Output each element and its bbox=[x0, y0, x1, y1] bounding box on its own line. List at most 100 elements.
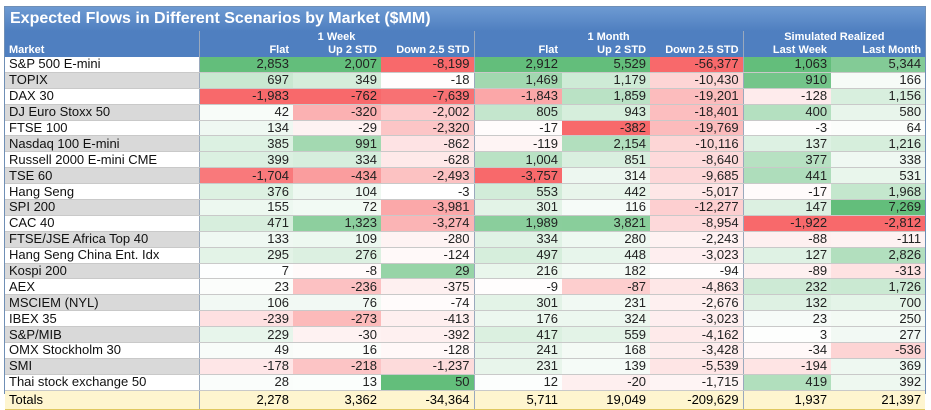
value-cell: -1,922 bbox=[742, 215, 832, 232]
value-cell: 376 bbox=[198, 183, 293, 201]
market-name: FTSE 100 bbox=[5, 120, 199, 137]
value-cell: 276 bbox=[293, 247, 381, 264]
table-row: CAC 40 471 1,323 -3,274 1,989 3,821 -8,954 -1,9… bbox=[5, 215, 926, 232]
value-cell: -9,685 bbox=[650, 167, 744, 185]
value-cell: -9 bbox=[473, 278, 563, 296]
column-header-row: Market Flat Up 2 STD Down 2.5 STD Flat Up 2 S… bbox=[5, 44, 926, 57]
market-name: Nasdaq 100 E-mini bbox=[5, 135, 199, 153]
value-cell: 334 bbox=[293, 151, 381, 169]
value-cell: 134 bbox=[198, 120, 293, 137]
column-header: Down 2.5 STD bbox=[381, 44, 475, 57]
market-name: Thai stock exchange 50 bbox=[5, 374, 199, 391]
value-cell: 697 bbox=[198, 72, 293, 89]
table-row: SMI -178 -218 -1,237 231 139 -5,539 -194 369 bbox=[5, 358, 926, 375]
value-cell: -5,539 bbox=[650, 358, 744, 375]
value-cell: 369 bbox=[831, 358, 926, 375]
value-cell: -2,243 bbox=[650, 231, 744, 248]
value-cell: 851 bbox=[562, 151, 651, 169]
value-cell: 5,529 bbox=[562, 57, 651, 73]
value-cell: -239 bbox=[198, 310, 293, 328]
value-cell: 1,004 bbox=[473, 151, 563, 169]
market-name: AEX bbox=[5, 278, 199, 296]
value-cell: -3,274 bbox=[381, 215, 475, 232]
flows-table: 1 Week 1 Month Simulated Realized Market… bbox=[5, 31, 926, 410]
value-cell: -3 bbox=[742, 120, 832, 137]
value-cell: 805 bbox=[473, 104, 563, 121]
value-cell: -194 bbox=[742, 358, 832, 375]
value-cell: 241 bbox=[473, 342, 563, 359]
value-cell: -2,493 bbox=[381, 167, 475, 185]
value-cell: 448 bbox=[562, 247, 651, 264]
table-row: Hang Seng China Ent. Idx 295 276 -124 497 448… bbox=[5, 247, 926, 264]
value-cell: 991 bbox=[293, 135, 381, 153]
value-cell: 553 bbox=[473, 183, 563, 201]
value-cell: -392 bbox=[381, 326, 475, 344]
value-cell: -8,640 bbox=[650, 151, 744, 169]
value-cell: -56,377 bbox=[650, 57, 744, 73]
value-cell: 2,154 bbox=[562, 135, 651, 153]
table-row: Kospi 200 7 -8 29 216 182 -94 -89 -313 bbox=[5, 263, 926, 280]
value-cell: 1,179 bbox=[562, 72, 651, 89]
value-cell: 442 bbox=[562, 183, 651, 201]
market-name: Kospi 200 bbox=[5, 263, 199, 280]
market-name: SPI 200 bbox=[5, 199, 199, 216]
value-cell: 49 bbox=[198, 342, 293, 359]
value-cell: 2,826 bbox=[831, 247, 926, 264]
value-cell: -124 bbox=[381, 247, 475, 264]
value-cell: 280 bbox=[562, 231, 651, 248]
value-cell: 559 bbox=[562, 326, 651, 344]
value-cell: 301 bbox=[473, 199, 563, 216]
market-name: MSCIEM (NYL) bbox=[5, 294, 199, 312]
value-cell: 109 bbox=[293, 231, 381, 248]
market-name: TOPIX bbox=[5, 72, 199, 89]
value-cell: -87 bbox=[562, 278, 651, 296]
value-cell: -236 bbox=[293, 278, 381, 296]
value-cell: 23 bbox=[198, 278, 293, 296]
value-cell: -10,430 bbox=[650, 72, 744, 89]
value-cell: 232 bbox=[742, 278, 832, 296]
table-row: AEX 23 -236 -375 -9 -87 -4,863 232 1,726 bbox=[5, 278, 926, 296]
value-cell: -1,715 bbox=[650, 374, 744, 391]
value-cell: 72 bbox=[293, 199, 381, 216]
value-cell: 166 bbox=[831, 72, 926, 89]
value-cell: 3 bbox=[742, 326, 832, 344]
value-cell: 3,821 bbox=[562, 215, 651, 232]
value-cell: 127 bbox=[742, 247, 832, 264]
value-cell: 250 bbox=[831, 310, 926, 328]
value-cell: 1,216 bbox=[831, 135, 926, 153]
value-cell: 216 bbox=[473, 263, 563, 280]
value-cell: 295 bbox=[198, 247, 293, 264]
value-cell: -536 bbox=[831, 342, 926, 359]
market-name: Russell 2000 E-mini CME bbox=[5, 151, 199, 169]
market-name: S&P 500 E-mini bbox=[5, 57, 199, 73]
column-group-header: 1 Week bbox=[198, 31, 475, 44]
value-cell: 1,726 bbox=[831, 278, 926, 296]
value-cell: 1,989 bbox=[473, 215, 563, 232]
market-name: OMX Stockholm 30 bbox=[5, 342, 199, 359]
column-header: Flat bbox=[473, 44, 563, 57]
column-header: Last Week bbox=[742, 44, 832, 57]
value-cell: -3,428 bbox=[650, 342, 744, 359]
value-cell: -628 bbox=[381, 151, 475, 169]
market-name: SMI bbox=[5, 358, 199, 375]
table-row: Thai stock exchange 50 28 13 50 12 -20 -1,715 4… bbox=[5, 374, 926, 391]
value-cell: -178 bbox=[198, 358, 293, 375]
table-row: IBEX 35 -239 -273 -413 176 324 -3,023 23 250 bbox=[5, 310, 926, 328]
value-cell: 531 bbox=[831, 167, 926, 185]
value-cell: -30 bbox=[293, 326, 381, 344]
value-cell: 943 bbox=[562, 104, 651, 121]
value-cell: -313 bbox=[831, 263, 926, 280]
value-cell: 2,853 bbox=[198, 57, 293, 73]
table-row: Nasdaq 100 E-mini 385 991 -862 -119 2,154 -10,… bbox=[5, 135, 926, 153]
value-cell: -1,983 bbox=[198, 88, 293, 105]
table-row: S&P 500 E-mini 2,853 2,007 -8,199 2,912 5,529… bbox=[5, 57, 926, 73]
market-column-header: Market bbox=[5, 44, 199, 57]
value-cell: -20 bbox=[562, 374, 651, 391]
value-cell: 1,469 bbox=[473, 72, 563, 89]
value-cell: 377 bbox=[742, 151, 832, 169]
value-cell: 392 bbox=[831, 374, 926, 391]
column-group-header bbox=[5, 31, 199, 44]
value-cell: 399 bbox=[198, 151, 293, 169]
value-cell: -382 bbox=[562, 120, 651, 137]
value-cell: -3,757 bbox=[473, 167, 563, 185]
